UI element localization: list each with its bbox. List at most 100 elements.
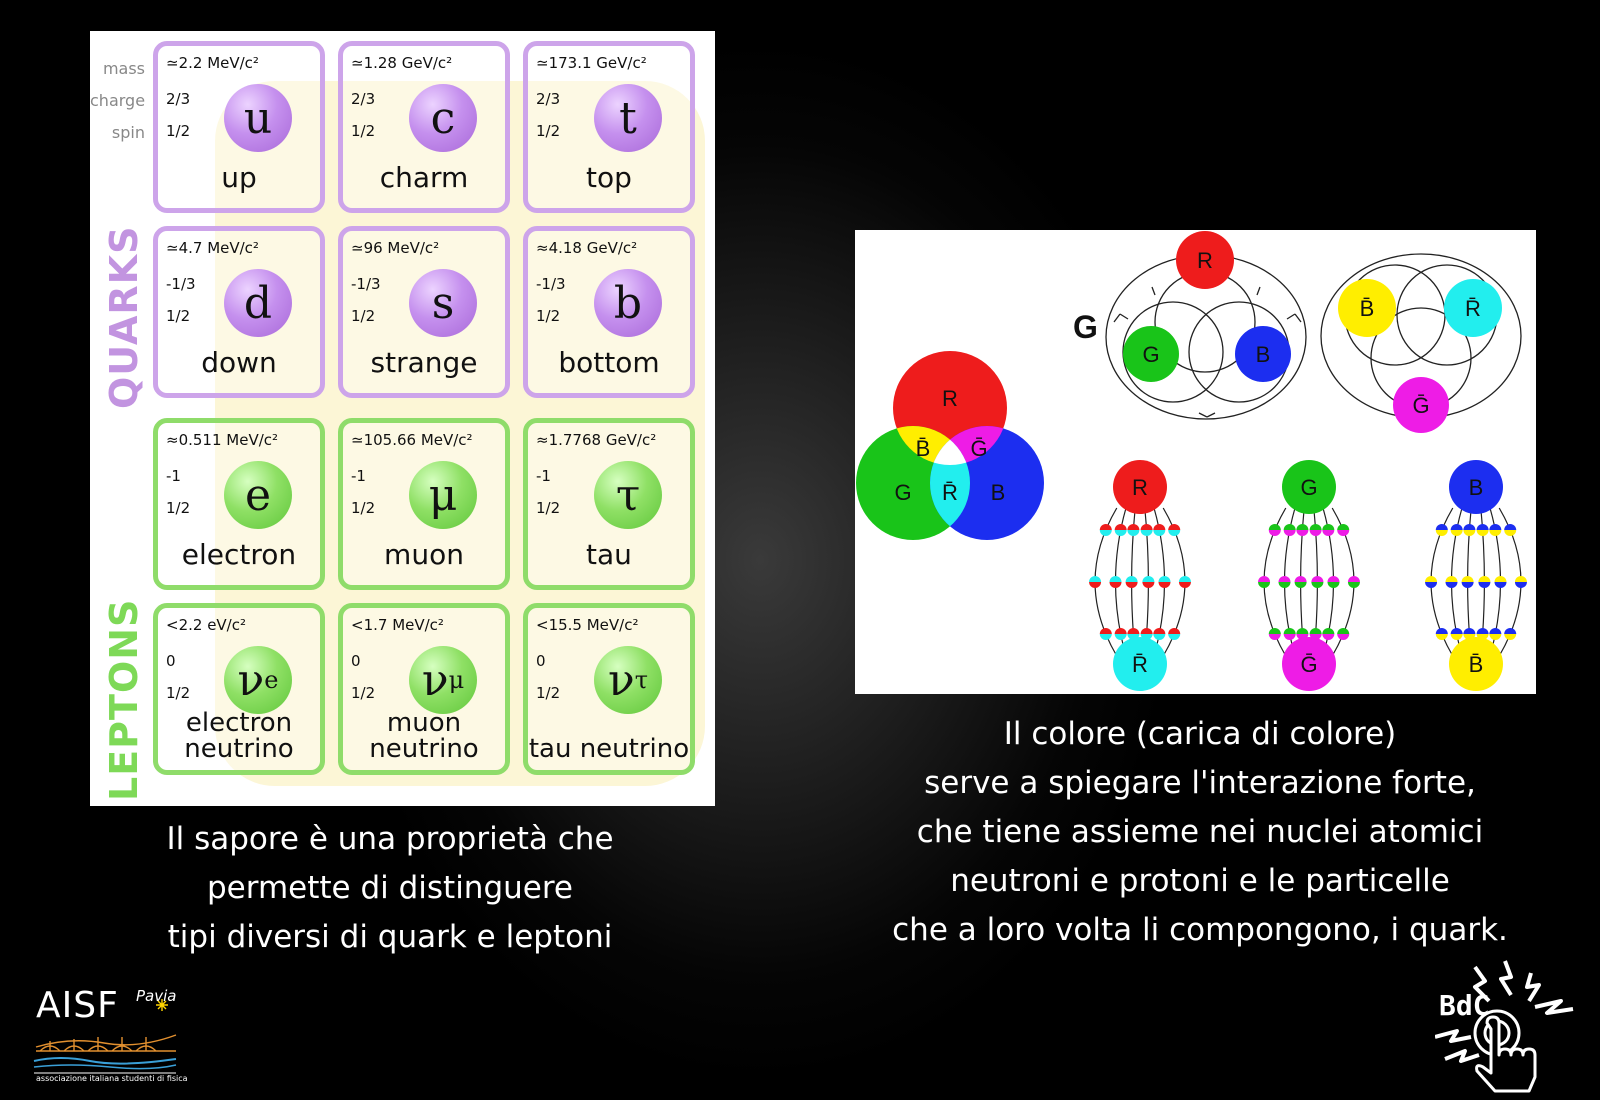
color-dot-half: [1283, 634, 1296, 640]
color-dot-half: [1178, 582, 1191, 588]
particle-symbol: t: [619, 92, 637, 144]
color-dot-half: [1158, 576, 1171, 582]
particle-symbol-ball: τ: [594, 461, 662, 529]
color-dot-half: [1258, 582, 1271, 588]
color-charge-diagram: R G B R̄ B̄ Ḡ G R G B: [855, 230, 1536, 694]
particle-charge: 0: [351, 652, 361, 670]
venn-label-blue: B: [991, 480, 1006, 505]
color-dot-half: [1114, 530, 1127, 536]
color-dot-half: [1445, 582, 1458, 588]
row-labels: mass charge spin: [90, 53, 145, 149]
particle-symbol: τ: [615, 469, 641, 521]
particle-symbol-ball: b: [594, 269, 662, 337]
color-dot-half: [1278, 576, 1291, 582]
particle-name: muon: [384, 538, 464, 571]
color-dot-half: [1504, 530, 1517, 536]
color-dot-half: [1296, 530, 1309, 536]
color-dot-half: [1140, 524, 1153, 530]
color-dot-half: [1309, 524, 1322, 530]
flavor-caption-line: tipi diversi di quark e leptoni: [167, 919, 613, 955]
color-dot-half: [1461, 582, 1474, 588]
color-dot-half: [1337, 530, 1350, 536]
meson-antiquark-label: Ḡ: [1300, 652, 1317, 677]
particle-card: <2.2 eV/c² 0 1/2 ν e electron neutrino: [153, 603, 325, 775]
particle-card: ≃2.2 MeV/c² 2/3 1/2 u up: [153, 41, 325, 213]
particle-symbol-subscript: μ: [448, 666, 465, 694]
flavor-caption-line: Il sapore è una proprietà che: [166, 821, 614, 857]
color-dot-half: [1461, 576, 1474, 582]
color-dot-half: [1450, 524, 1463, 530]
leptons-group-label: LEPTONS: [102, 598, 146, 801]
meson-antiquark-circle: [1282, 637, 1336, 691]
color-dot-half: [1463, 628, 1476, 634]
color-dot-half: [1127, 530, 1140, 536]
meson-quark-label: G: [1300, 475, 1317, 500]
particle-spin: 1/2: [351, 307, 376, 325]
color-dot-half: [1153, 524, 1166, 530]
color-dot-half: [1294, 582, 1307, 588]
quarks-group-label: QUARKS: [102, 225, 146, 409]
color-dot-half: [1268, 530, 1281, 536]
color-dot-half: [1504, 634, 1517, 640]
gluon-label-red: R: [1197, 248, 1213, 273]
particle-symbol: ν: [607, 654, 635, 706]
color-dot-half: [1140, 530, 1153, 536]
color-caption-line: Il colore (carica di colore): [1003, 716, 1397, 752]
particle-card: ≃4.7 MeV/c² -1/3 1/2 d down: [153, 226, 325, 398]
particle-charge: -1/3: [351, 275, 381, 293]
particle-name: tau neutrino: [528, 734, 690, 764]
meson-antiquark-label: R̄: [1132, 652, 1148, 677]
particle-charge: 2/3: [536, 90, 561, 108]
venn-label-green: G: [894, 480, 911, 505]
color-dot-half: [1142, 582, 1155, 588]
venn-label-red: R: [942, 386, 958, 411]
color-dot-half: [1114, 524, 1127, 530]
row-label-charge: charge: [90, 91, 146, 110]
color-dot-half: [1283, 524, 1296, 530]
color-dot-half: [1514, 576, 1527, 582]
color-dot-half: [1450, 628, 1463, 634]
particle-charge: -1: [536, 467, 551, 485]
gluon-label-blue: B: [1256, 342, 1271, 367]
color-dot-half: [1489, 530, 1502, 536]
particle-name: strange: [370, 346, 478, 379]
aisf-logo-city: Pavia: [136, 987, 177, 1005]
color-dot-half: [1125, 576, 1138, 582]
color-dot-half: [1114, 628, 1127, 634]
particle-spin: 1/2: [166, 684, 191, 702]
color-dot-half: [1278, 582, 1291, 588]
particle-symbol-subscript: τ: [634, 666, 649, 694]
particle-spin: 1/2: [166, 499, 191, 517]
particle-card: <15.5 MeV/c² 0 1/2 ν τ tau neutrino: [523, 603, 695, 775]
color-dot-half: [1109, 576, 1122, 582]
color-dot-half: [1435, 628, 1448, 634]
particle-name: down: [201, 346, 277, 379]
color-dot-half: [1463, 530, 1476, 536]
color-dot-half: [1494, 582, 1507, 588]
color-dot-half: [1489, 634, 1502, 640]
color-dot-half: [1099, 530, 1112, 536]
bdc-logo: BdC: [1435, 955, 1585, 1095]
color-dot-half: [1435, 524, 1448, 530]
particle-charge: 2/3: [351, 90, 376, 108]
color-dot-half: [1489, 524, 1502, 530]
color-caption-line: serve a spiegare l'interazione forte,: [924, 765, 1476, 801]
color-dot-half: [1109, 582, 1122, 588]
venn-label-anti-green: Ḡ: [970, 436, 987, 461]
color-dot-half: [1435, 530, 1448, 536]
color-dot-half: [1327, 576, 1340, 582]
color-dot-half: [1445, 576, 1458, 582]
particle-symbol-ball: c: [409, 84, 477, 152]
particle-spin: 1/2: [166, 122, 191, 140]
particle-charge: -1: [166, 467, 181, 485]
particle-symbol-ball: μ: [409, 461, 477, 529]
color-dot-half: [1099, 524, 1112, 530]
color-dot-half: [1168, 524, 1181, 530]
particle-card: ≃96 MeV/c² -1/3 1/2 s strange: [338, 226, 510, 398]
color-dot-half: [1309, 530, 1322, 536]
color-dot-half: [1476, 524, 1489, 530]
color-dot-half: [1258, 576, 1271, 582]
color-dot-half: [1283, 530, 1296, 536]
